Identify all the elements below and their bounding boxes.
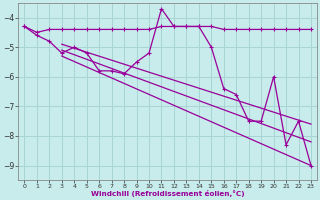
X-axis label: Windchill (Refroidissement éolien,°C): Windchill (Refroidissement éolien,°C) bbox=[91, 190, 244, 197]
